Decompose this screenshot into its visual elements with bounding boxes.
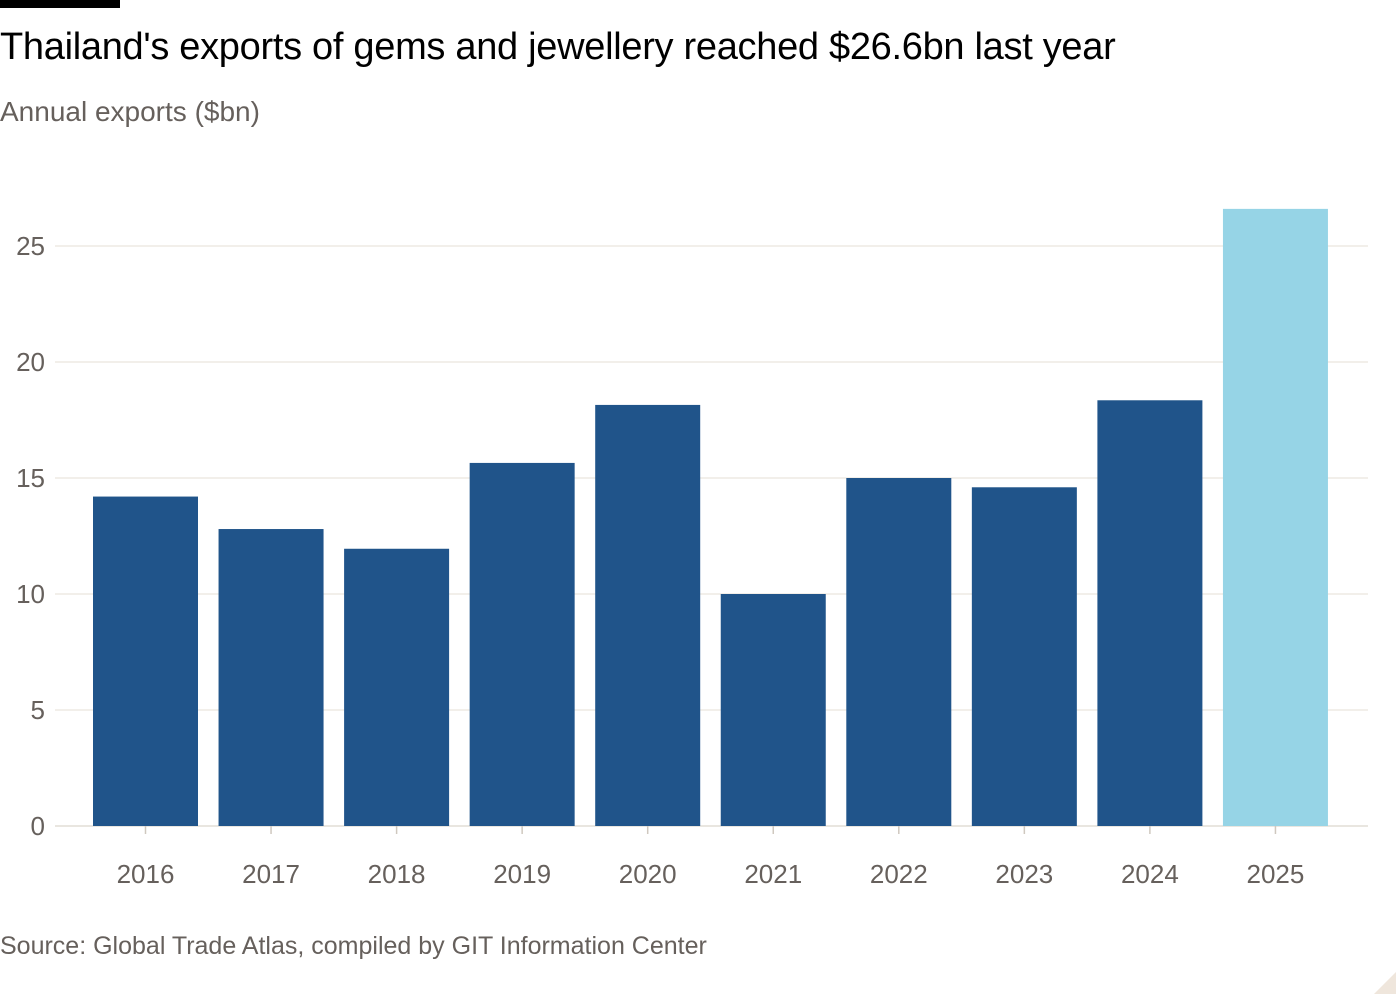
- x-tick-label: 2022: [870, 859, 928, 889]
- source-note: Source: Global Trade Atlas, compiled by …: [0, 932, 707, 960]
- x-tick-label: 2023: [995, 859, 1053, 889]
- chart-title: Thailand's exports of gems and jewellery…: [0, 26, 1116, 68]
- bar: [93, 496, 198, 826]
- y-tick-label: 5: [31, 695, 45, 725]
- x-tick-label: 2024: [1121, 859, 1179, 889]
- x-tick-label: 2025: [1247, 859, 1305, 889]
- y-tick-label: 0: [31, 811, 45, 841]
- bar: [971, 487, 1077, 826]
- x-tick-label: 2017: [242, 859, 300, 889]
- x-tick-label: 2021: [744, 859, 802, 889]
- bar: [1097, 400, 1203, 826]
- x-tick-label: 2018: [368, 859, 426, 889]
- y-tick-label: 20: [16, 347, 45, 377]
- y-tick-label: 10: [16, 579, 45, 609]
- bar: [218, 529, 324, 826]
- bar: [1222, 208, 1328, 826]
- y-tick-label: 25: [16, 231, 45, 261]
- bar: [595, 404, 701, 826]
- bar: [469, 462, 575, 826]
- top-rule: [0, 0, 120, 8]
- bar: [720, 594, 826, 826]
- corner-mark: [1374, 972, 1396, 994]
- bar: [846, 478, 952, 826]
- y-tick-label: 15: [16, 463, 45, 493]
- bar: [344, 548, 450, 826]
- chart-subtitle: Annual exports ($bn): [0, 96, 260, 127]
- x-tick-label: 2020: [619, 859, 677, 889]
- x-tick-label: 2016: [117, 859, 175, 889]
- x-tick-label: 2019: [493, 859, 551, 889]
